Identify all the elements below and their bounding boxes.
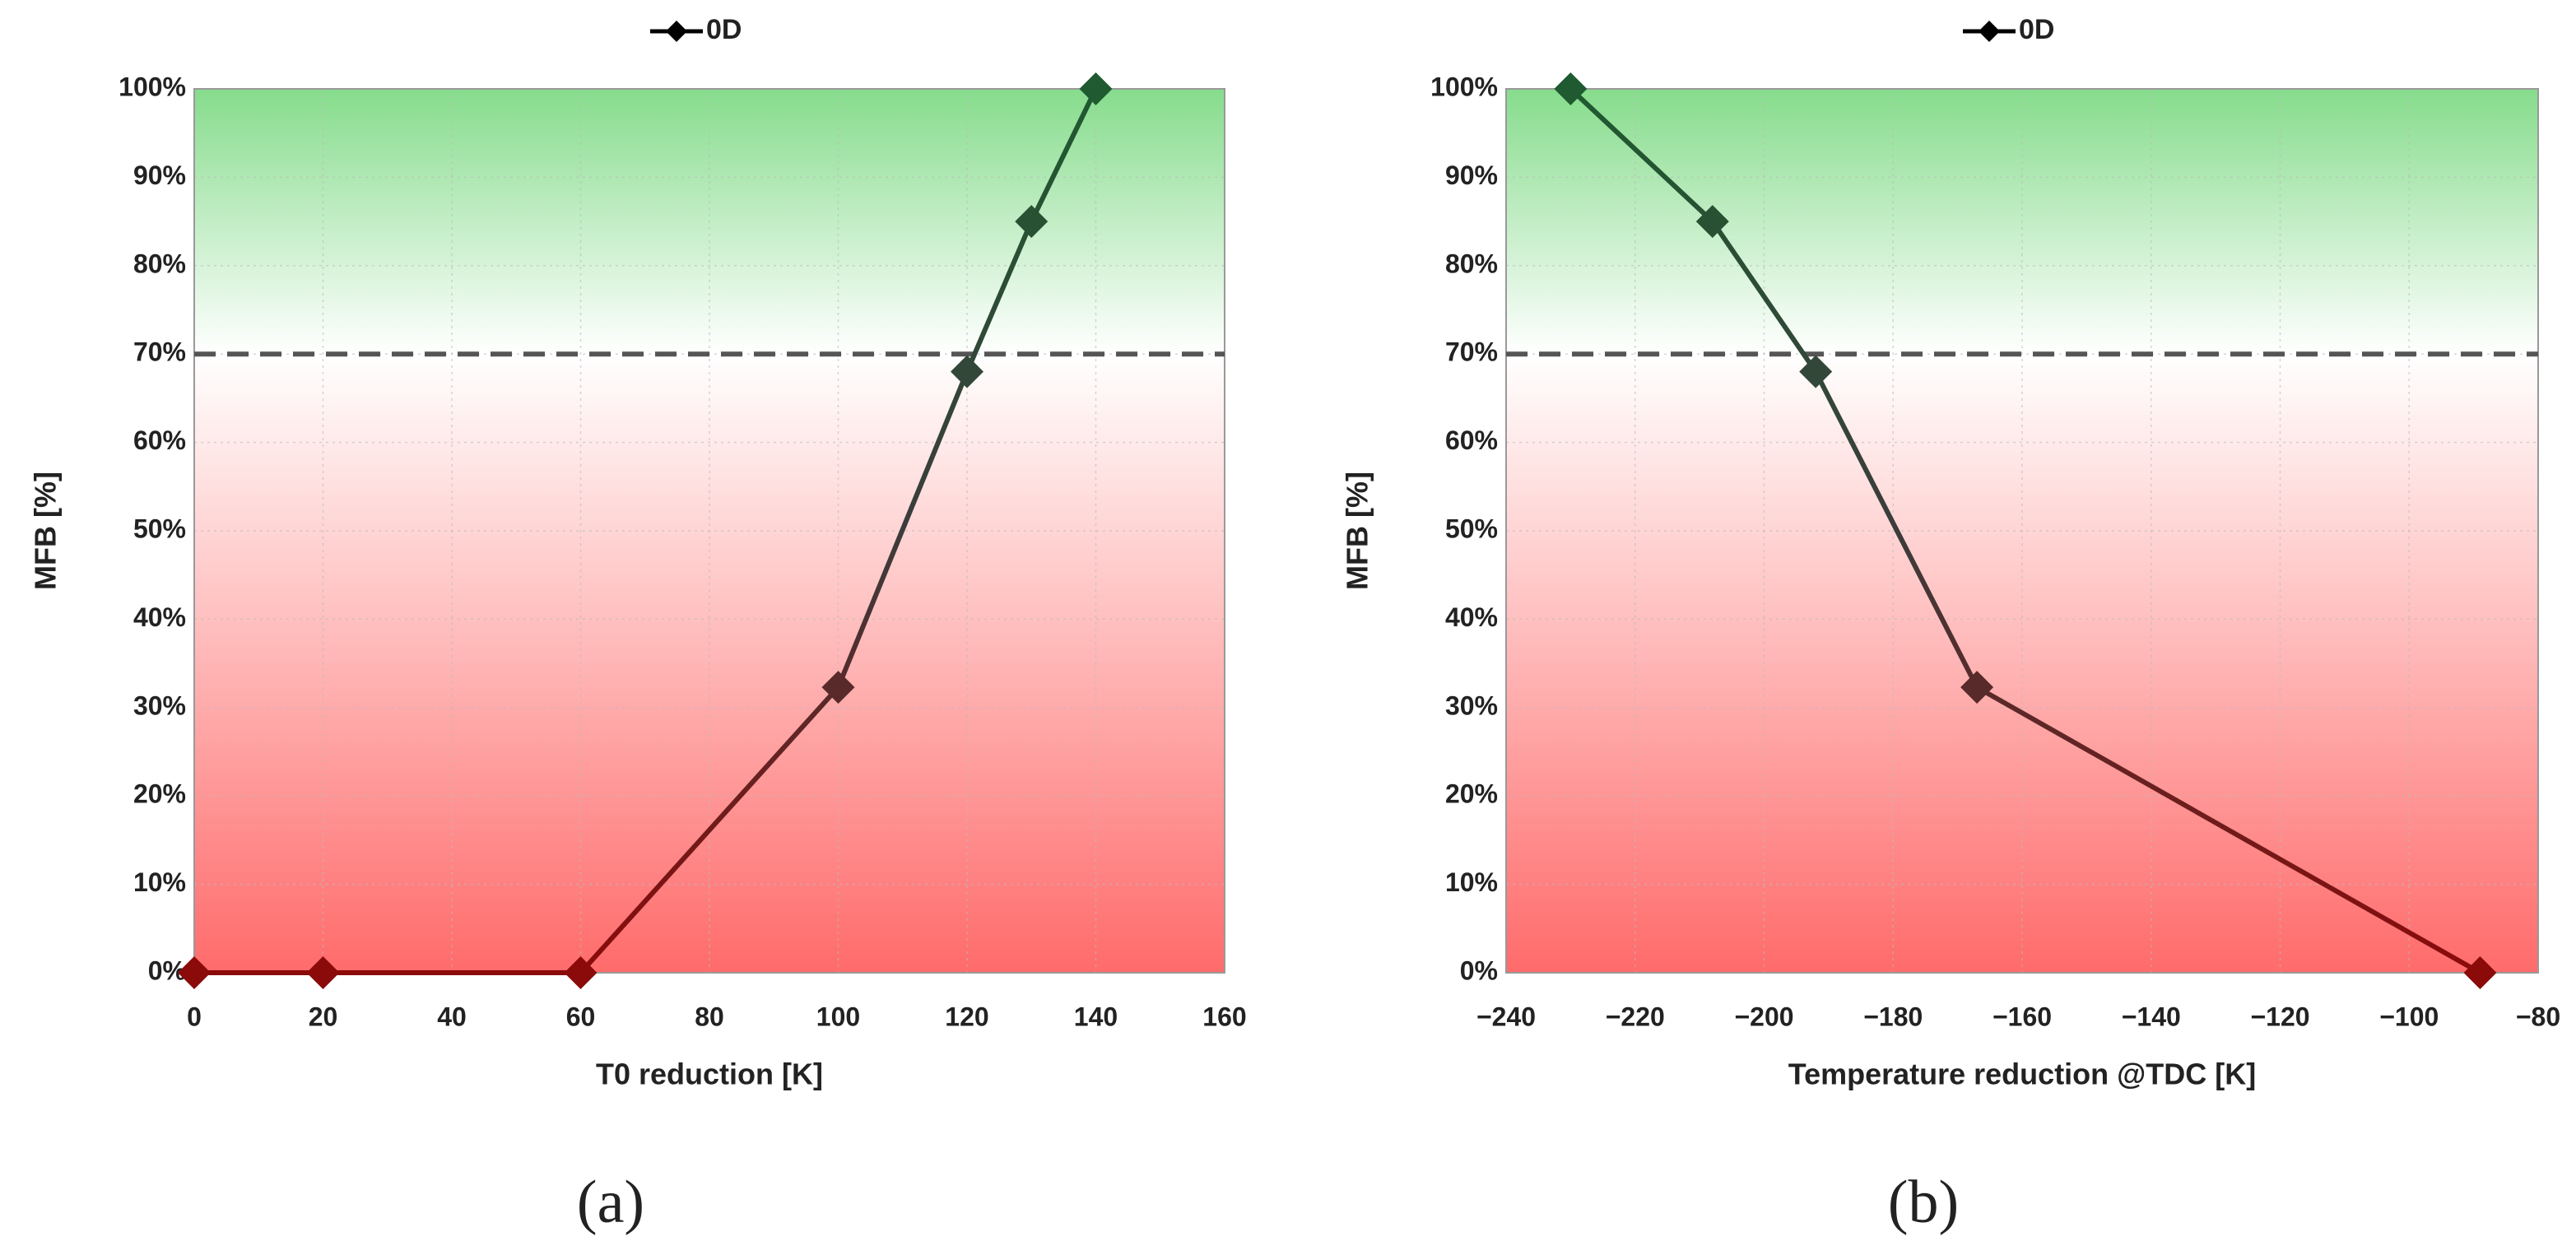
x-tick-label: 140 — [1074, 1002, 1118, 1031]
marker — [951, 355, 983, 388]
y-tick-label: 80% — [133, 249, 186, 278]
legend-label: 0D — [706, 14, 742, 45]
y-tick-label: 0% — [148, 955, 186, 985]
x-tick-label: −240 — [1476, 1002, 1536, 1031]
marker — [564, 956, 598, 989]
x-tick-label: 80 — [695, 1002, 724, 1031]
x-tick-label: 160 — [1202, 1002, 1246, 1031]
marker — [1554, 72, 1588, 105]
x-tick-label: −200 — [1734, 1002, 1793, 1031]
marker — [178, 956, 211, 989]
y-tick-label: 40% — [133, 602, 186, 632]
x-tick-label: 0 — [187, 1002, 202, 1031]
marker — [1015, 205, 1049, 239]
y-tick-label: 10% — [1445, 867, 1498, 897]
caption: (a) — [577, 1169, 644, 1236]
marker — [1695, 205, 1729, 239]
x-axis-label: T0 reduction [K] — [596, 1057, 823, 1091]
x-tick-label: 60 — [566, 1002, 596, 1031]
y-tick-label: 80% — [1445, 249, 1498, 278]
y-tick-label: 20% — [133, 779, 186, 809]
plot-border — [1505, 88, 2539, 974]
x-tick-label: −140 — [2122, 1002, 2181, 1031]
y-tick-label: 100% — [1430, 72, 1498, 101]
y-tick-label: 70% — [1445, 337, 1498, 367]
y-tick-label: 30% — [133, 690, 186, 720]
y-tick-label: 50% — [1445, 514, 1498, 543]
x-tick-label: −120 — [2250, 1002, 2309, 1031]
marker — [1799, 355, 1833, 388]
y-tick-label: 100% — [119, 72, 186, 101]
x-tick-label: 40 — [437, 1002, 467, 1031]
y-tick-label: 70% — [133, 337, 186, 367]
y-axis-label: MFB [%] — [1341, 472, 1374, 590]
x-tick-label: −80 — [2516, 1002, 2560, 1031]
x-tick-label: −100 — [2379, 1002, 2439, 1031]
marker — [2463, 956, 2497, 989]
x-tick-label: 120 — [945, 1002, 988, 1031]
y-tick-label: 0% — [1460, 955, 1498, 985]
y-tick-label: 60% — [1445, 425, 1498, 455]
x-tick-label: 100 — [816, 1002, 860, 1031]
x-tick-label: −220 — [1606, 1002, 1665, 1031]
x-tick-label: −160 — [1992, 1002, 2052, 1031]
marker — [1960, 671, 1994, 704]
caption: (b) — [1888, 1169, 1959, 1236]
plot: 0% 10% 20% 30% 40% 50% 60% 70% 80% 90% 100% −240 −22… — [1341, 14, 2561, 1236]
y-axis-label: MFB [%] — [29, 472, 63, 590]
marker — [306, 956, 340, 989]
x-axis-label: Temperature reduction @TDC [K] — [1788, 1057, 2256, 1091]
legend-marker — [666, 21, 687, 42]
marker — [821, 671, 855, 704]
x-tick-label: −180 — [1863, 1002, 1923, 1031]
y-tick-label: 90% — [1445, 160, 1498, 190]
y-tick-label: 40% — [1445, 602, 1498, 632]
y-tick-label: 90% — [133, 160, 186, 190]
y-tick-label: 30% — [1445, 690, 1498, 720]
legend-marker — [1978, 21, 2000, 42]
y-tick-label: 60% — [133, 425, 186, 455]
y-tick-label: 20% — [1445, 779, 1498, 809]
legend-label: 0D — [2019, 14, 2054, 45]
marker — [1079, 72, 1113, 105]
plot-border — [193, 88, 1225, 974]
y-tick-label: 10% — [133, 867, 186, 897]
plot: 0% 10% 20% 30% 40% 50% 60% 70% 80% 90% 100% 0 20 40 60… — [29, 14, 1247, 1236]
y-tick-label: 50% — [133, 514, 186, 543]
x-tick-label: 20 — [309, 1002, 338, 1031]
